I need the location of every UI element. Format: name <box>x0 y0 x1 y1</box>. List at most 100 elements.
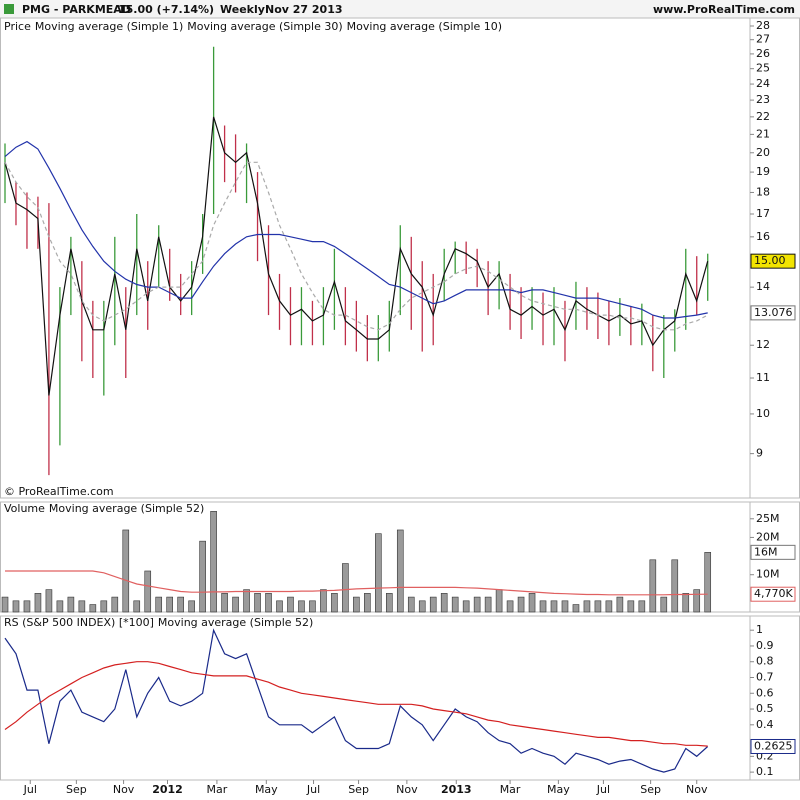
legend-entry: Moving average (Simple 52) <box>158 616 313 629</box>
volume-bar <box>473 596 481 613</box>
y-tick-label: 16 <box>756 230 770 243</box>
volume-bar <box>111 596 119 613</box>
volume-bar <box>649 559 657 613</box>
volume-bar <box>56 600 64 613</box>
volume-bar <box>166 596 173 613</box>
volume-bar <box>23 600 31 613</box>
y-tick-label: 1 <box>756 623 763 636</box>
y-tick-label: 9 <box>756 447 763 460</box>
header-bar <box>0 0 800 18</box>
volume-bar <box>265 593 272 613</box>
volume-bar <box>210 511 217 613</box>
legend-entry: Moving average (Simple 10) <box>347 20 502 33</box>
y-tick-label: 0.8 <box>756 655 774 668</box>
date: Nov 27 2013 <box>265 3 343 16</box>
volume-bar <box>144 570 152 613</box>
volume-bar <box>407 596 415 613</box>
volume-bar <box>133 600 141 613</box>
volume-bar <box>309 600 316 613</box>
volume-bar <box>594 600 602 613</box>
volume-bar <box>320 589 327 613</box>
volume-bar <box>353 596 360 613</box>
y-tick-label: 10 <box>756 407 770 420</box>
series-line <box>5 570 708 596</box>
volume-bar <box>342 563 349 613</box>
legend-entry: Moving average (Simple 1) <box>35 20 183 33</box>
y-tick-label: 18 <box>756 185 770 198</box>
copyright: © ProRealTime.com <box>4 485 114 498</box>
volume-bar <box>89 604 97 613</box>
y-tick-label: 21 <box>756 127 770 140</box>
legend-entry: Moving average (Simple 30) <box>187 20 342 33</box>
legend-entry: Price <box>4 20 31 33</box>
last-value-tag: 15.00 <box>754 254 786 267</box>
x-tick-label: Jul <box>23 783 37 796</box>
volume-bar <box>440 593 448 613</box>
volume-bar <box>199 540 206 613</box>
volume-bar <box>221 593 228 613</box>
x-tick-label: Sep <box>640 783 661 796</box>
volume-bar <box>243 589 250 613</box>
y-tick-label: 14 <box>756 280 770 293</box>
y-tick-label: 0.9 <box>756 639 774 652</box>
volume-bar <box>671 559 679 613</box>
volume-bar <box>539 600 547 613</box>
y-tick-label: 23 <box>756 93 770 106</box>
last-value-tag: 16M <box>754 545 778 558</box>
volume-bar <box>418 600 426 613</box>
volume-bar <box>232 596 239 613</box>
volume-bar <box>561 600 569 613</box>
volume-bar <box>550 600 558 613</box>
volume-bar <box>45 589 53 613</box>
volume-bar <box>506 600 514 613</box>
last-value-tag: 13.076 <box>754 306 793 319</box>
y-tick-label: 0.5 <box>756 702 774 715</box>
y-tick-label: 0.7 <box>756 671 774 684</box>
volume-bar <box>704 552 712 613</box>
site[interactable]: www.ProRealTime.com <box>653 3 795 16</box>
volume-bar <box>254 593 261 613</box>
volume-bar <box>188 600 195 613</box>
y-tick-label: 17 <box>756 207 770 220</box>
volume-bar <box>528 593 536 613</box>
y-tick-label: 20 <box>756 146 770 159</box>
x-tick-label: Jul <box>306 783 320 796</box>
volume-bar <box>67 596 75 613</box>
volume-bar <box>396 529 404 613</box>
last-value-tag-box <box>750 305 796 321</box>
volume-bar <box>78 600 86 613</box>
x-tick-label: Sep <box>66 783 87 796</box>
y-tick-label: 25 <box>756 62 770 75</box>
x-tick-label: Nov <box>113 783 135 796</box>
volume-bar <box>517 596 525 613</box>
symbol: PMG - PARKMEAD <box>22 3 131 16</box>
x-tick-label: 2013 <box>441 783 472 796</box>
volume-bar <box>638 600 646 613</box>
y-tick-label: 24 <box>756 77 770 90</box>
period: Weekly <box>220 3 265 16</box>
last-value-tag: 4,770K <box>754 587 793 600</box>
volume-bar <box>495 589 503 613</box>
legend-entry: RS (S&P 500 INDEX) [*100] <box>4 616 154 629</box>
logo <box>4 4 14 14</box>
y-tick-label: 10M <box>756 568 780 581</box>
series-line <box>4 140 708 319</box>
y-tick-label: 20M <box>756 530 780 543</box>
y-tick-label: 0.4 <box>756 718 774 731</box>
x-tick-label: Jul <box>596 783 610 796</box>
last-value-tag: 0.2625 <box>754 739 793 752</box>
x-tick-label: Nov <box>686 783 708 796</box>
y-tick-label: 22 <box>756 110 770 123</box>
series-line <box>4 661 708 747</box>
last-value-tag-box <box>750 586 796 602</box>
y-tick-label: 26 <box>756 47 770 60</box>
volume-bar <box>100 600 108 613</box>
volume-bar <box>298 600 305 613</box>
last-value-tag-box <box>750 253 796 269</box>
volume-bar <box>605 600 613 613</box>
y-tick-label: 12 <box>756 338 770 351</box>
volume-bar <box>12 600 20 613</box>
x-tick-label: Sep <box>348 783 369 796</box>
